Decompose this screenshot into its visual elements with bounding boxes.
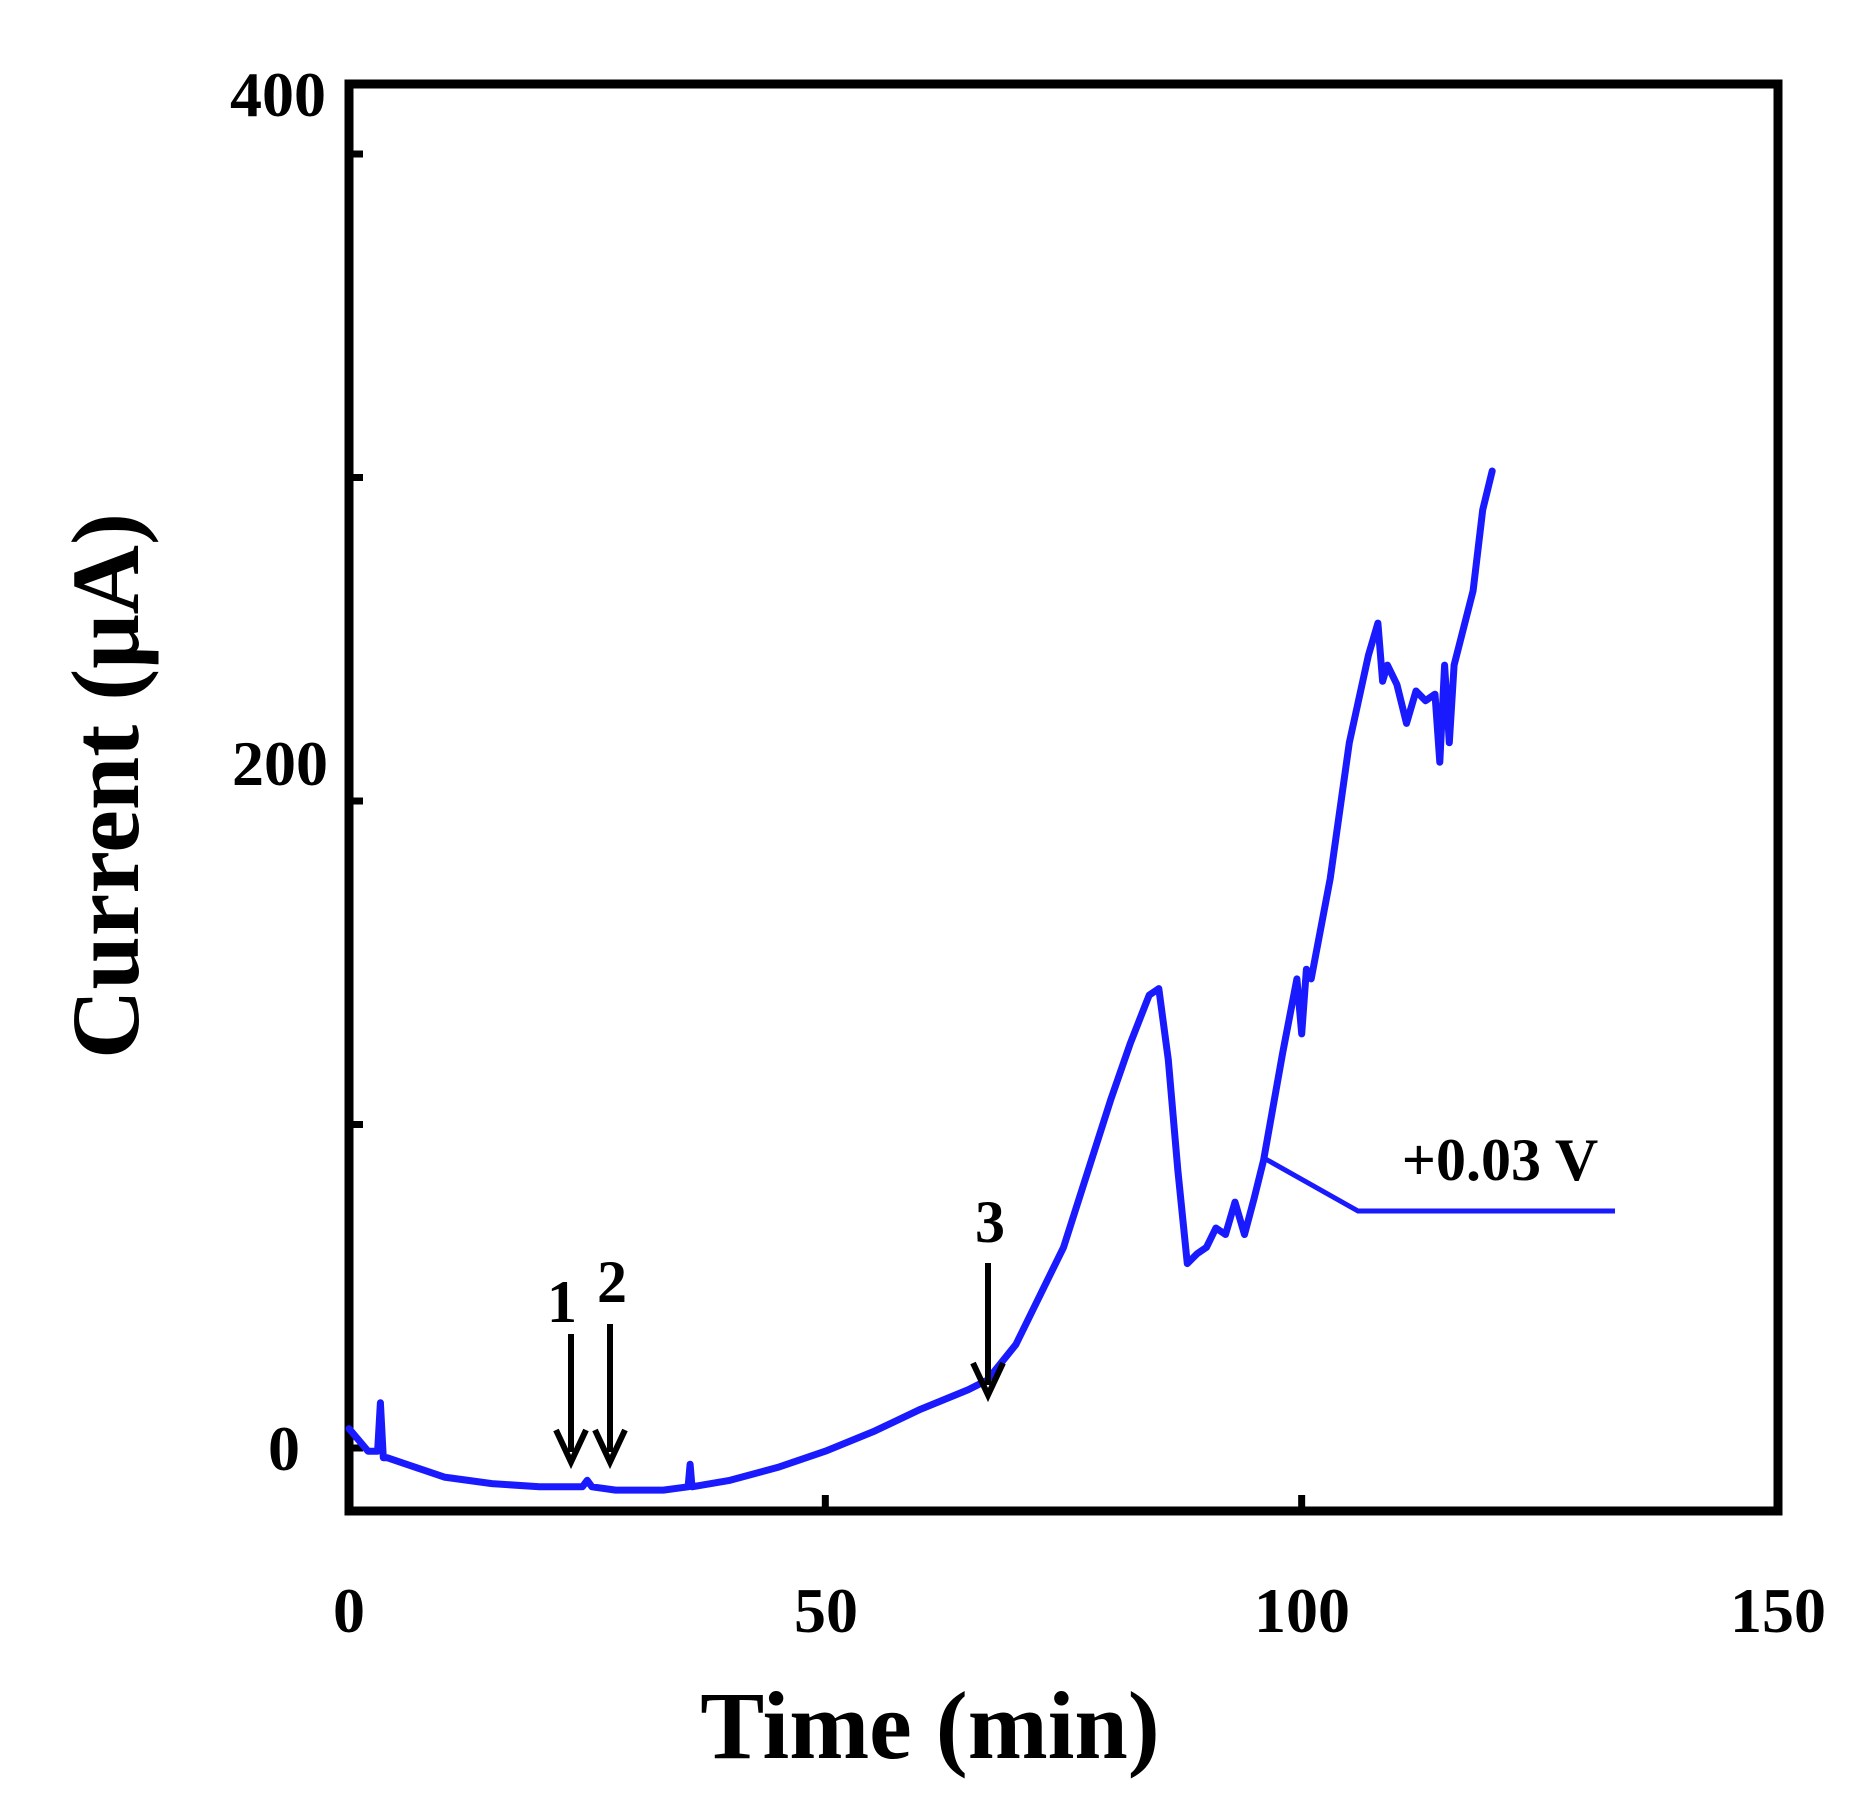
y-tick-marks — [349, 150, 363, 1452]
arrow-1-head — [553, 1428, 589, 1470]
y-tick-label-400: 400 — [230, 59, 326, 130]
arrow-3-label: 3 — [975, 1189, 1005, 1255]
arrow-3 — [970, 1263, 1006, 1403]
series-label: +0.03 V — [1402, 1127, 1598, 1193]
current-series-line — [345, 467, 1496, 1494]
x-tick-label-100: 100 — [1254, 1575, 1350, 1646]
x-tick-marks — [345, 1495, 1782, 1511]
x-tick-label-150: 150 — [1730, 1575, 1826, 1646]
arrow-2-label: 2 — [597, 1249, 627, 1315]
y-axis-title: Current (μA) — [52, 513, 159, 1059]
y-tick-label-200: 200 — [232, 728, 328, 799]
y-tick-label-0: 0 — [268, 1413, 300, 1484]
arrow-3-head — [970, 1361, 1006, 1403]
x-axis-title: Time (min) — [700, 1672, 1160, 1779]
x-tick-label-50: 50 — [794, 1575, 858, 1646]
arrow-2 — [592, 1324, 628, 1470]
x-tick-label-0: 0 — [333, 1575, 365, 1646]
arrow-1-label: 1 — [547, 1269, 577, 1335]
series-label-leader — [1260, 1154, 1615, 1214]
arrow-2-head — [592, 1428, 628, 1470]
arrow-1 — [553, 1334, 589, 1470]
